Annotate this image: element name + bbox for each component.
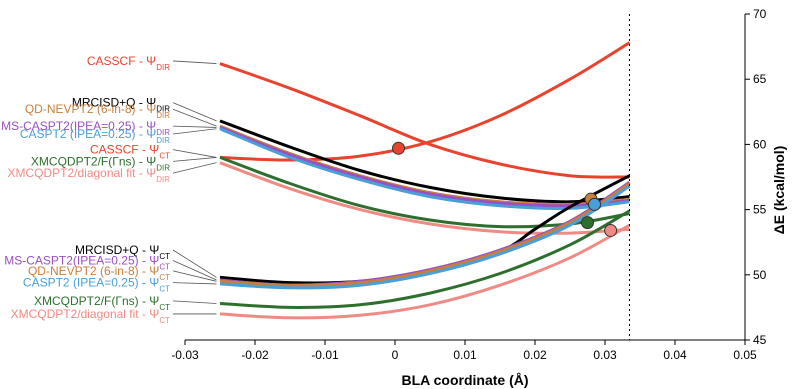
series-line-xmcqdpt2_diag-ct bbox=[219, 223, 631, 320]
series-label-mrcisd-ct: MRCISD+Q - ΨCT bbox=[75, 243, 170, 260]
crossing-point-caspt2 bbox=[588, 197, 601, 211]
series-label-xmcqdpt2-dir: XMCQDPT2/F(Γns) - ΨDIR bbox=[31, 154, 170, 172]
series-label-qdnevpt2-ct: QD-NEVPT2 (6-in-8) - ΨCT bbox=[28, 264, 170, 282]
x-axis-title: BLA coordinate (Å) bbox=[401, 372, 528, 388]
series-label-caspt2-ct: CASPT2 (IPEA=0.25) - ΨCT bbox=[23, 276, 170, 294]
y-tick-label: 50 bbox=[753, 268, 767, 282]
label-leader-line bbox=[172, 260, 217, 281]
label-leader-line bbox=[172, 249, 217, 278]
label-leader-line bbox=[172, 128, 217, 135]
series-line-qdnevpt2-ct bbox=[219, 182, 631, 287]
label-leader-line bbox=[172, 102, 217, 122]
crossing-point-xmcqdpt2_diag bbox=[604, 223, 618, 237]
x-tick-label: 0.01 bbox=[453, 348, 477, 362]
x-tick-label: 0.05 bbox=[733, 348, 757, 362]
x-tick-label: -0.01 bbox=[311, 348, 339, 362]
y-tick-label: 65 bbox=[753, 72, 767, 86]
label-leader-line bbox=[172, 282, 217, 285]
series-label-xmcqdpt2_diag-ct: XMCQDPT2/diagonal fit - ΨCT bbox=[11, 307, 171, 325]
label-leader-line bbox=[172, 108, 217, 127]
series-label-xmcqdpt2_diag-dir: XMCQDPT2/diagonal fit - ΨDIR bbox=[7, 166, 170, 184]
series-line-mrcisd-dir bbox=[219, 119, 630, 204]
series-label-caspt2-dir: CASPT2 (IPEA=0.25) - ΨDIR bbox=[20, 127, 170, 145]
y-tick-label: 55 bbox=[753, 203, 767, 217]
series-label-mscaspt2-dir: MS-CASPT2(IPEA=0.25) - ΨDIR bbox=[1, 119, 170, 137]
series-line-caspt2-dir bbox=[219, 127, 630, 210]
label-leader-line bbox=[172, 300, 217, 304]
crossing-point-xmcqdpt2 bbox=[581, 216, 594, 230]
label-leader-line bbox=[172, 60, 217, 64]
crossing-point-casscf bbox=[392, 141, 405, 155]
label-leader-line bbox=[172, 125, 217, 128]
y-axis-title: ΔE (kcal/mol) bbox=[771, 146, 787, 235]
label-leader-line bbox=[172, 162, 217, 174]
y-tick-label: 45 bbox=[753, 333, 767, 347]
series-label-xmcqdpt2-ct: XMCQDPT2/F(Γns) - ΨCT bbox=[34, 294, 170, 312]
series-label-casscf-ct: CASSCF - ΨCT bbox=[90, 143, 170, 161]
x-tick-label: -0.03 bbox=[171, 348, 199, 362]
series-line-casscf-ct bbox=[219, 41, 631, 162]
series-line-mscaspt2-dir bbox=[219, 126, 630, 208]
x-tick-label: 0.02 bbox=[523, 348, 547, 362]
series-label-qdnevpt2-dir: QD-NEVPT2 (6-in-8) - ΨDIR bbox=[25, 102, 170, 120]
label-leader-line bbox=[172, 270, 217, 282]
series-label-casscf-dir: CASSCF - ΨDIR bbox=[87, 54, 170, 72]
series-label-mrcisd-dir: MRCISD+Q - ΨDIR bbox=[72, 96, 170, 114]
x-tick-label: 0.04 bbox=[663, 348, 687, 362]
y-tick-label: 70 bbox=[753, 7, 767, 21]
series-line-xmcqdpt2-ct bbox=[219, 209, 631, 309]
label-leader-line bbox=[172, 149, 217, 158]
series-line-caspt2-ct bbox=[219, 184, 631, 290]
label-leader-line bbox=[172, 157, 217, 162]
x-tick-label: -0.02 bbox=[241, 348, 269, 362]
x-tick-label: 0 bbox=[392, 348, 399, 362]
y-tick-label: 60 bbox=[753, 137, 767, 151]
series-label-mscaspt2-ct: MS-CASPT2(IPEA=0.25) - ΨCT bbox=[4, 253, 170, 271]
series-line-xmcqdpt2_diag-dir bbox=[219, 161, 630, 235]
x-tick-label: 0.03 bbox=[593, 348, 617, 362]
series-line-casscf-dir bbox=[219, 62, 630, 179]
